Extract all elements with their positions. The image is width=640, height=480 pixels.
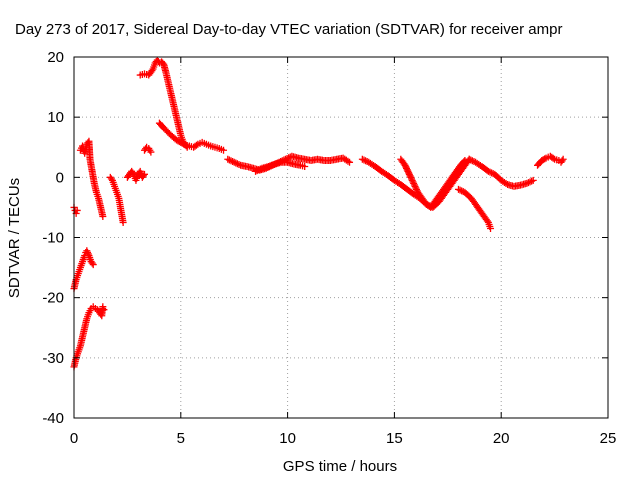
data-point xyxy=(253,167,261,175)
data-point xyxy=(83,247,91,255)
data-point xyxy=(467,156,475,164)
data-point xyxy=(528,177,536,185)
data-point xyxy=(403,164,411,172)
y-tick-label: 0 xyxy=(56,169,64,186)
y-tick-label: -40 xyxy=(42,410,64,427)
data-point xyxy=(255,166,263,174)
data-point xyxy=(468,157,476,165)
data-point xyxy=(401,161,409,169)
data-point xyxy=(84,250,92,258)
x-tick-labels: 0 5 10 15 20 25 xyxy=(70,430,617,447)
x-tick-label: 15 xyxy=(386,430,403,447)
data-point xyxy=(362,157,370,165)
data-point xyxy=(99,212,107,220)
data-point xyxy=(233,160,241,168)
data-point xyxy=(99,303,107,311)
data-point xyxy=(456,186,464,194)
data-point xyxy=(402,163,410,171)
data-point xyxy=(84,248,92,256)
data-point xyxy=(346,158,354,166)
data-point xyxy=(454,185,462,193)
data-point xyxy=(192,141,200,149)
x-axis-label: GPS time / hours xyxy=(283,458,397,475)
data-point xyxy=(559,155,567,163)
data-point xyxy=(412,184,420,192)
data-point xyxy=(461,156,469,164)
data-point xyxy=(405,170,413,178)
x-tick-label: 5 xyxy=(177,430,185,447)
data-point xyxy=(558,157,566,165)
x-tick-label: 10 xyxy=(279,430,296,447)
data-point xyxy=(140,170,148,178)
data-marks xyxy=(70,56,567,371)
data-point xyxy=(502,180,510,187)
data-point xyxy=(484,167,492,175)
data-point xyxy=(406,172,414,180)
data-point xyxy=(119,218,127,226)
data-point xyxy=(488,169,496,177)
grid-lines xyxy=(74,57,608,418)
data-point xyxy=(88,259,96,267)
data-point xyxy=(256,165,264,173)
data-point xyxy=(227,157,235,165)
data-point xyxy=(549,154,557,162)
data-point xyxy=(100,306,108,314)
axis-ticks xyxy=(73,56,609,419)
data-point xyxy=(524,179,532,187)
data-point xyxy=(235,161,243,169)
y-axis-label: SDTVAR / TECUs xyxy=(6,178,23,298)
data-point xyxy=(412,185,420,193)
data-point xyxy=(486,168,494,176)
data-point xyxy=(460,158,468,166)
chart-title: Day 273 of 2017, Sidereal Day-to-day VTE… xyxy=(15,21,562,38)
data-point xyxy=(225,156,233,164)
data-point xyxy=(147,148,155,156)
data-point xyxy=(107,175,115,183)
data-point xyxy=(360,156,368,164)
y-tick-label: -20 xyxy=(42,290,64,307)
data-point xyxy=(148,67,156,75)
data-point xyxy=(526,178,534,186)
data-point xyxy=(408,176,416,184)
data-point xyxy=(180,140,188,148)
y-tick-label: -10 xyxy=(42,230,64,247)
y-tick-label: -30 xyxy=(42,350,64,367)
data-point xyxy=(407,173,415,181)
data-point xyxy=(465,155,473,163)
y-tick-labels: -40 -30 -20 -10 0 10 20 xyxy=(42,49,64,427)
data-point xyxy=(411,182,419,190)
data-point xyxy=(483,217,491,225)
data-point xyxy=(541,155,549,163)
data-point xyxy=(73,206,81,214)
data-point xyxy=(224,155,232,163)
data-point xyxy=(230,158,238,166)
x-tick-label: 0 xyxy=(70,430,78,447)
data-point xyxy=(523,179,531,187)
data-point xyxy=(410,181,418,189)
data-point xyxy=(89,261,97,269)
data-point xyxy=(405,169,413,177)
data-point xyxy=(301,163,309,171)
y-tick-label: 20 xyxy=(47,49,64,66)
x-tick-label: 20 xyxy=(493,430,510,447)
data-point xyxy=(403,166,411,174)
data-point xyxy=(410,179,418,187)
y-tick-label: 10 xyxy=(47,109,64,126)
data-point xyxy=(458,187,466,195)
data-point xyxy=(358,155,366,163)
data-point xyxy=(139,172,147,180)
data-point xyxy=(529,176,537,184)
data-point xyxy=(487,224,495,232)
data-point xyxy=(232,159,240,167)
data-point xyxy=(409,178,417,186)
data-point xyxy=(129,169,137,177)
data-point xyxy=(229,158,237,166)
data-point xyxy=(407,175,415,183)
x-tick-label: 25 xyxy=(600,430,617,447)
data-point xyxy=(344,157,352,165)
data-point xyxy=(404,167,412,175)
data-point xyxy=(252,167,260,175)
data-point xyxy=(220,146,228,154)
